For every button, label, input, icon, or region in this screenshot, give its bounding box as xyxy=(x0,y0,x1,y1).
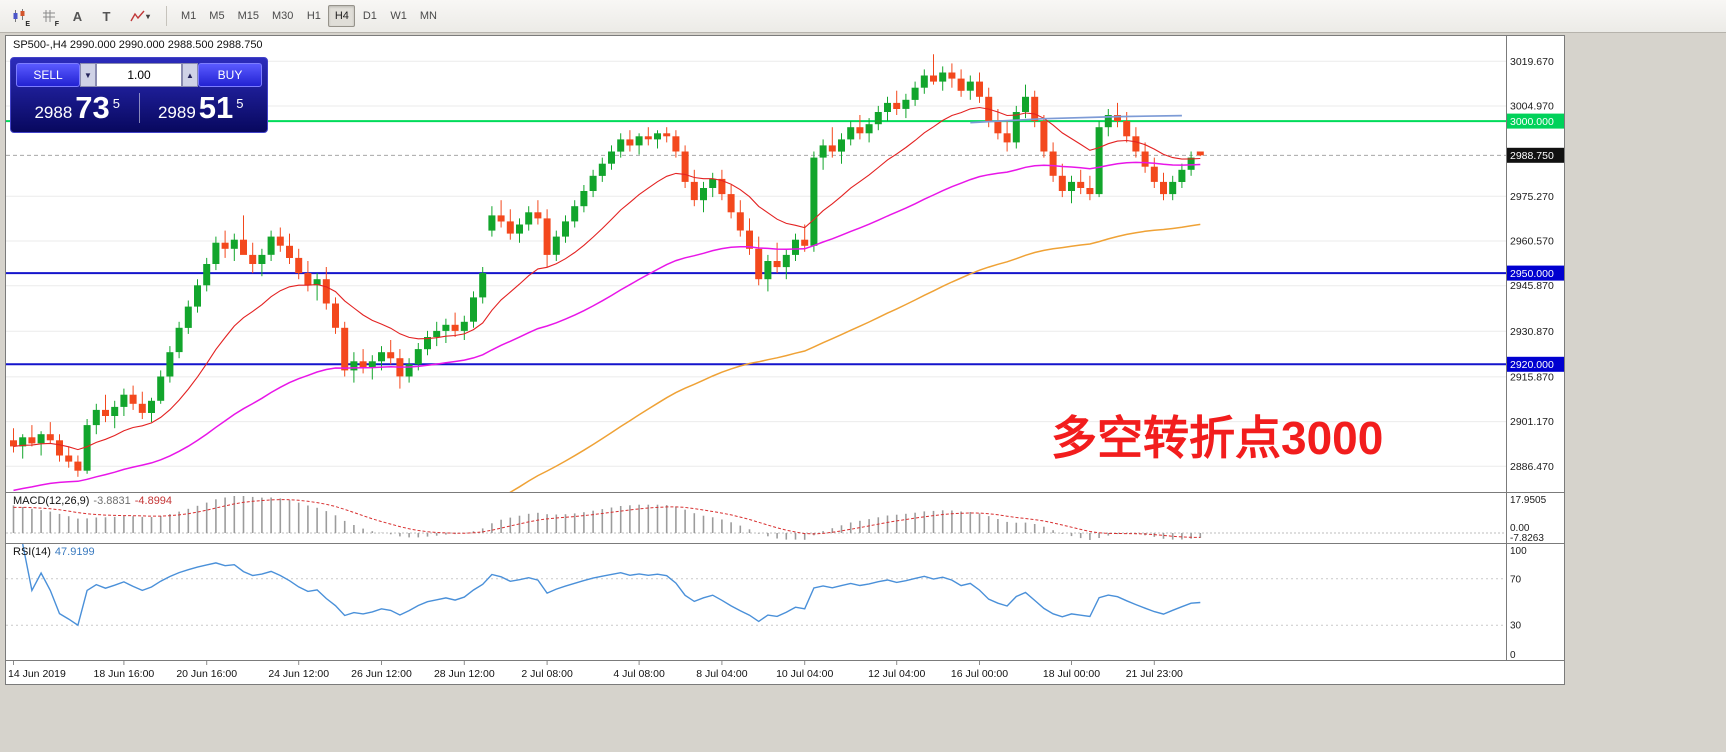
ask-price: 2989 51 5 xyxy=(140,92,263,123)
candlestick-glyph xyxy=(13,8,25,22)
price-divider xyxy=(138,92,140,123)
macd-axis: 17.9505 0.00 -7.8263 xyxy=(1506,493,1563,543)
tf-button-h4[interactable]: H4 xyxy=(328,5,356,27)
rsi-header: RSI(14) 47.9199 xyxy=(13,546,95,558)
svg-text:0: 0 xyxy=(1510,650,1516,660)
toolbar-separator xyxy=(166,6,167,26)
tf-button-m5[interactable]: M5 xyxy=(209,10,225,22)
bid-big: 73 xyxy=(75,90,110,125)
toolbar: E F A T ▾ M1 M5 M15 M30 H1 H4 D1 W1 MN xyxy=(0,0,1726,33)
svg-text:3019.670: 3019.670 xyxy=(1510,56,1554,68)
svg-text:多空转折点3000: 多空转折点3000 xyxy=(1051,412,1383,464)
tf-button-m1[interactable]: M1 xyxy=(181,10,197,22)
grid-indicator-icon[interactable]: F xyxy=(35,4,62,28)
svg-text:12 Jul 04:00: 12 Jul 04:00 xyxy=(868,668,925,680)
macd-canvas[interactable] xyxy=(6,493,1506,543)
svg-text:2960.570: 2960.570 xyxy=(1510,236,1554,248)
ask-prefix: 2989 xyxy=(157,103,196,122)
svg-text:18 Jun 16:00: 18 Jun 16:00 xyxy=(94,668,155,680)
svg-text:100: 100 xyxy=(1510,546,1527,557)
macd-value: -3.8831 xyxy=(93,495,131,507)
icon-sub-label: F xyxy=(54,21,59,28)
rsi-value: 47.9199 xyxy=(54,546,95,558)
svg-text:2950.000: 2950.000 xyxy=(1510,268,1554,280)
macd-panel: MACD(12,26,9) -3.8831 -4.8994 17.9505 0.00… xyxy=(6,492,1564,543)
line-tools-icon[interactable]: ▾ xyxy=(122,4,158,28)
svg-text:3000.000: 3000.000 xyxy=(1510,116,1554,128)
one-click-trading-panel: SELL ▼ ▲ BUY 2988 73 5 2989 51 5 xyxy=(10,57,268,133)
svg-text:17.9505: 17.9505 xyxy=(1510,495,1547,506)
tf-button-m30[interactable]: M30 xyxy=(271,10,294,22)
svg-text:24 Jun 12:00: 24 Jun 12:00 xyxy=(268,668,329,680)
macd-signal-value: -4.8994 xyxy=(134,495,173,507)
rsi-name: RSI(14) xyxy=(13,546,51,558)
volume-up-button[interactable]: ▲ xyxy=(182,63,198,87)
svg-text:2975.270: 2975.270 xyxy=(1510,191,1554,203)
tf-button-h1[interactable]: H1 xyxy=(306,10,321,22)
rsi-panel: RSI(14) 47.9199 100 70 30 0 xyxy=(6,543,1564,660)
rsi-canvas[interactable] xyxy=(6,544,1506,660)
svg-text:4 Jul 08:00: 4 Jul 08:00 xyxy=(613,668,665,680)
svg-text:14 Jun 2019: 14 Jun 2019 xyxy=(8,668,66,680)
svg-text:18 Jul 00:00: 18 Jul 00:00 xyxy=(1043,668,1100,680)
grid-glyph xyxy=(42,10,55,22)
svg-text:21 Jul 23:00: 21 Jul 23:00 xyxy=(1126,668,1183,680)
svg-text:2915.870: 2915.870 xyxy=(1510,371,1554,383)
svg-text:28 Jun 12:00: 28 Jun 12:00 xyxy=(434,668,495,680)
icon-letter: T xyxy=(102,8,111,24)
svg-text:26 Jun 12:00: 26 Jun 12:00 xyxy=(351,668,412,680)
price-chart-canvas[interactable]: 多空转折点3000 xyxy=(6,36,1506,492)
macd-header: MACD(12,26,9) -3.8831 -4.8994 xyxy=(13,495,172,507)
svg-text:2 Jul 08:00: 2 Jul 08:00 xyxy=(521,668,573,680)
icon-letter: A xyxy=(72,8,83,24)
svg-text:2945.870: 2945.870 xyxy=(1510,280,1554,292)
macd-name: MACD(12,26,9) xyxy=(13,495,90,507)
svg-text:2901.170: 2901.170 xyxy=(1510,416,1554,428)
bid-sup: 5 xyxy=(112,96,121,111)
candlestick-chart-icon[interactable]: E xyxy=(6,4,33,28)
svg-text:3004.970: 3004.970 xyxy=(1510,101,1554,113)
tf-button-d1[interactable]: D1 xyxy=(362,10,377,22)
svg-text:10 Jul 04:00: 10 Jul 04:00 xyxy=(776,668,833,680)
svg-text:70: 70 xyxy=(1510,574,1522,585)
tf-button-w1[interactable]: W1 xyxy=(390,10,407,22)
cursor-a-icon[interactable]: A xyxy=(64,4,91,28)
icon-sub-label: E xyxy=(25,21,30,28)
ask-sup: 5 xyxy=(236,96,244,111)
buy-button[interactable]: BUY xyxy=(198,63,262,87)
time-axis[interactable]: 14 Jun 2019 18 Jun 16:00 20 Jun 16:00 24 Ju… xyxy=(6,660,1564,684)
sell-button[interactable]: SELL xyxy=(16,63,80,87)
chevron-down-icon: ▾ xyxy=(145,11,150,21)
ask-big: 51 xyxy=(198,90,234,125)
svg-text:2930.870: 2930.870 xyxy=(1510,326,1554,338)
svg-text:30: 30 xyxy=(1510,621,1522,632)
main-chart-band: SP500-,H4 2990.000 2990.000 2988.500 298… xyxy=(6,36,1564,492)
tf-button-mn[interactable]: MN xyxy=(419,10,437,22)
timeframe-group: M1 M5 M15 M30 H1 H4 D1 W1 MN xyxy=(175,5,443,27)
volume-input[interactable] xyxy=(96,63,182,87)
zigzag-glyph xyxy=(130,10,145,21)
bid-prefix: 2988 xyxy=(34,103,73,122)
svg-text:20 Jun 16:00: 20 Jun 16:00 xyxy=(176,668,237,680)
price-axis[interactable]: 3019.670 3004.970 2975.270 2960.570 2945.870… xyxy=(1506,36,1564,492)
svg-text:2920.000: 2920.000 xyxy=(1510,359,1554,371)
svg-text:2988.750: 2988.750 xyxy=(1510,150,1554,162)
rsi-axis: 100 70 30 0 xyxy=(1506,544,1563,660)
volume-down-button[interactable]: ▼ xyxy=(80,63,96,87)
bid-price: 2988 73 5 xyxy=(16,92,139,123)
tf-button-m15[interactable]: M15 xyxy=(237,10,259,22)
svg-text:8 Jul 04:00: 8 Jul 04:00 xyxy=(696,668,748,680)
symbol-ohlc-header: SP500-,H4 2990.000 2990.000 2988.500 298… xyxy=(13,39,263,51)
text-tool-icon[interactable]: T xyxy=(93,4,120,28)
svg-text:0.00: 0.00 xyxy=(1510,523,1530,534)
svg-text:16 Jul 00:00: 16 Jul 00:00 xyxy=(951,668,1008,680)
chart-window: SP500-,H4 2990.000 2990.000 2988.500 298… xyxy=(5,35,1565,685)
svg-text:2886.470: 2886.470 xyxy=(1510,461,1554,473)
svg-text:-7.8263: -7.8263 xyxy=(1510,533,1544,543)
